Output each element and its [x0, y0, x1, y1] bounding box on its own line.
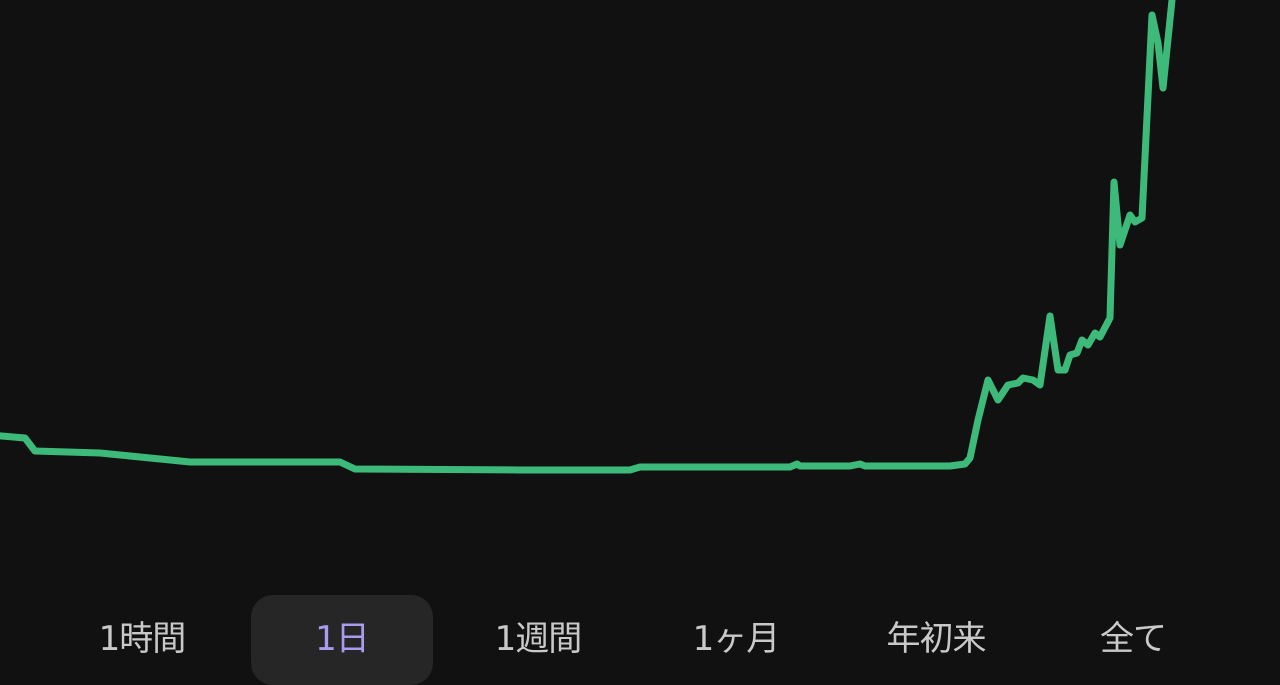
tab-1-day[interactable]: 1日: [251, 595, 433, 685]
data-point: [627, 467, 634, 474]
data-point: [1126, 211, 1133, 218]
time-range-tabs: 1時間 1日 1週間 1ヶ月 年初来 全て: [0, 595, 1280, 685]
price-chart[interactable]: [0, 0, 1280, 590]
data-point: [985, 377, 992, 384]
tab-1-week[interactable]: 1週間: [494, 619, 583, 659]
data-point: [1168, 0, 1175, 3]
data-point: [1131, 219, 1138, 225]
data-point: [1073, 349, 1080, 356]
data-point: [857, 461, 864, 468]
data-point: [1117, 241, 1123, 248]
data-point: [847, 462, 854, 469]
data-point: [1155, 40, 1162, 47]
data-point: [1055, 366, 1062, 373]
data-point: [31, 448, 38, 455]
data-point: [96, 449, 103, 456]
data-point: [1029, 377, 1036, 384]
data-point: [966, 455, 973, 462]
data-point: [947, 462, 954, 469]
data-point: [1014, 379, 1021, 386]
data-point: [1107, 315, 1114, 321]
data-point: [517, 467, 524, 474]
data-point: [637, 463, 643, 470]
data-point: [351, 466, 358, 473]
data-point: [961, 461, 968, 468]
data-point: [1066, 352, 1073, 359]
data-point: [1160, 84, 1167, 91]
data-point: [1149, 11, 1155, 18]
data-point: [117, 451, 124, 458]
data-point: [975, 417, 982, 423]
data-point: [995, 396, 1002, 403]
data-point: [1061, 366, 1068, 373]
data-point: [862, 462, 869, 469]
data-point: [1046, 312, 1053, 319]
data-point: [1005, 382, 1011, 389]
tab-1-hour[interactable]: 1時間: [98, 619, 187, 659]
data-point: [1085, 341, 1091, 348]
data-point: [1078, 336, 1085, 343]
data-point: [787, 463, 794, 470]
data-point: [797, 462, 803, 469]
data-point: [147, 455, 154, 462]
data-point: [1097, 334, 1104, 341]
tab-1-month[interactable]: 1ヶ月: [692, 619, 781, 659]
data-point: [1019, 375, 1026, 381]
data-point: [1092, 329, 1099, 336]
data-point: [277, 459, 284, 465]
tab-ytd[interactable]: 年初来: [886, 619, 987, 659]
data-point: [0, 432, 3, 439]
tab-all[interactable]: 全て: [1100, 619, 1167, 659]
data-point: [186, 459, 193, 465]
data-point: [1110, 179, 1117, 186]
data-point: [1139, 215, 1146, 222]
data-point: [336, 459, 343, 465]
data-point: [1037, 382, 1043, 389]
data-point: [21, 435, 28, 441]
